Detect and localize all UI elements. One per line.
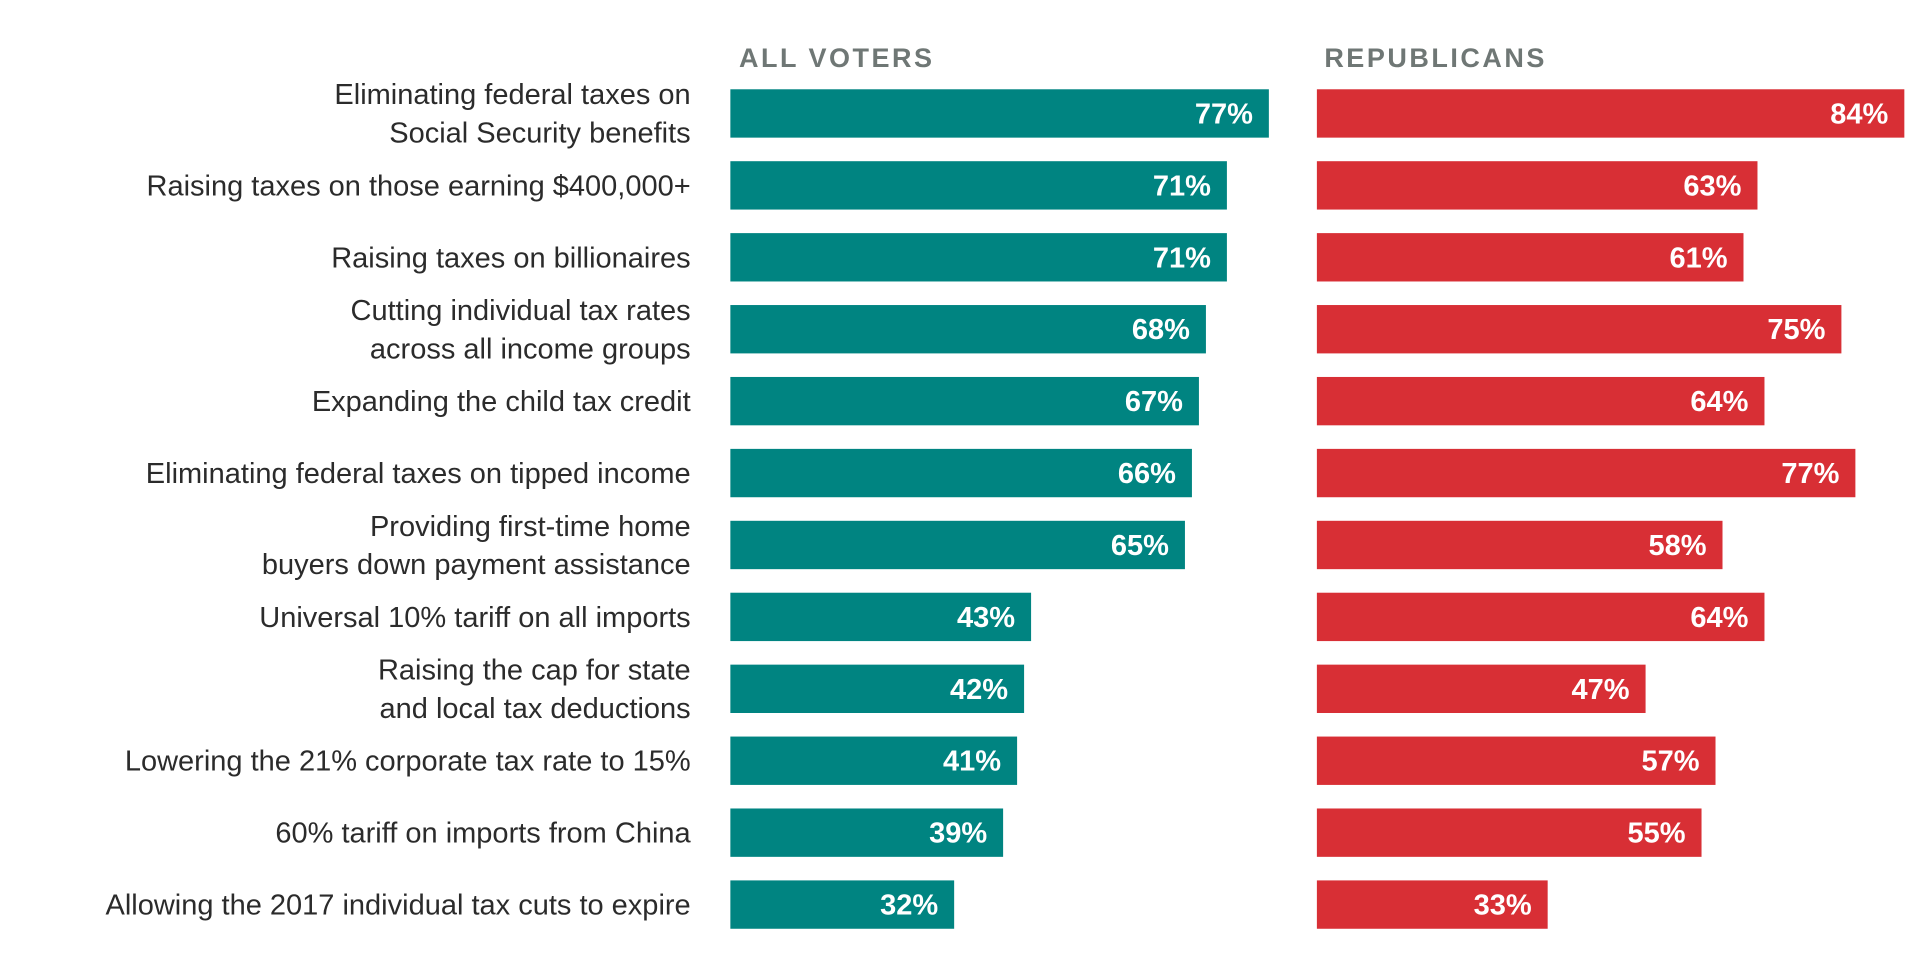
panel-republicans: REPUBLICANS 84% 63% 61% 75% 64% 77% 58% 64% 47% 57… — [1316, 43, 1905, 929]
category-label-line: Cutting individual tax rates — [351, 295, 691, 327]
category-label-line: Providing first-time home — [370, 511, 691, 543]
bar — [730, 736, 1018, 785]
category-labels: Eliminating federal taxes on Social Secur… — [105, 79, 691, 921]
data-label: 39% — [929, 818, 987, 850]
category-label: Raising taxes on billionaires — [331, 242, 690, 274]
category-label: Lowering the 21% corporate tax rate to 1… — [125, 746, 691, 778]
bar — [1316, 89, 1905, 138]
category-label: Eliminating federal taxes on Social Secur… — [334, 79, 690, 149]
data-label: 58% — [1648, 530, 1706, 562]
data-label: 67% — [1125, 386, 1183, 418]
category-label-line: Eliminating federal taxes on tipped inco… — [146, 458, 691, 490]
bar — [730, 808, 1004, 857]
data-label: 75% — [1767, 314, 1825, 346]
category-label-line: Allowing the 2017 individual tax cuts to… — [105, 890, 690, 922]
data-label: 41% — [943, 746, 1001, 778]
bar — [1316, 592, 1765, 642]
category-label-line: and local tax deductions — [380, 693, 691, 725]
bar — [730, 233, 1227, 282]
category-label-line: Social Security benefits — [389, 118, 690, 150]
category-label: Cutting individual tax rates across all i… — [351, 295, 691, 365]
data-label: 63% — [1683, 170, 1741, 202]
bar — [730, 161, 1227, 210]
data-label: 71% — [1153, 170, 1211, 202]
data-label: 42% — [950, 674, 1008, 706]
data-label: 84% — [1830, 98, 1888, 130]
category-label-line: Eliminating federal taxes on — [334, 79, 690, 111]
category-label-line: Universal 10% tariff on all imports — [259, 602, 690, 634]
bar — [1316, 736, 1716, 785]
bar — [730, 880, 955, 929]
category-label: Allowing the 2017 individual tax cuts to… — [105, 890, 690, 922]
panel-title: ALL VOTERS — [739, 43, 935, 73]
data-label: 77% — [1781, 458, 1839, 490]
data-label: 71% — [1153, 242, 1211, 274]
bar — [1316, 448, 1856, 498]
bar — [1316, 520, 1723, 570]
category-label-line: across all income groups — [370, 333, 691, 365]
bar — [730, 520, 1185, 570]
category-label: Eliminating federal taxes on tipped inco… — [146, 458, 691, 490]
bar — [730, 89, 1269, 138]
bar — [1316, 880, 1548, 929]
category-label-line: buyers down payment assistance — [262, 549, 691, 581]
bar — [1316, 808, 1702, 857]
bar — [730, 448, 1192, 498]
category-label-line: 60% tariff on imports from China — [275, 818, 691, 850]
category-label-line: Expanding the child tax credit — [312, 386, 691, 418]
category-label: Raising the cap for state and local tax d… — [378, 655, 691, 725]
data-label: 77% — [1195, 98, 1253, 130]
category-label-line: Raising taxes on billionaires — [331, 242, 690, 274]
category-label-line: Raising the cap for state — [378, 655, 691, 687]
bar — [1316, 161, 1758, 210]
data-label: 65% — [1111, 530, 1169, 562]
bar — [730, 592, 1032, 642]
data-label: 61% — [1669, 242, 1727, 274]
data-label: 66% — [1118, 458, 1176, 490]
data-label: 47% — [1572, 674, 1630, 706]
data-label: 32% — [880, 890, 938, 922]
bar — [1316, 664, 1646, 713]
category-label-line: Raising taxes on those earning $400,000+ — [147, 170, 691, 202]
bar — [1316, 376, 1765, 426]
data-label: 43% — [957, 602, 1015, 634]
data-label: 33% — [1474, 890, 1532, 922]
bar — [730, 305, 1206, 354]
data-label: 64% — [1690, 602, 1748, 634]
category-label: Raising taxes on those earning $400,000+ — [147, 170, 691, 202]
data-label: 57% — [1641, 746, 1699, 778]
bar — [1316, 233, 1744, 282]
category-label: Universal 10% tariff on all imports — [259, 602, 690, 634]
bar — [1316, 305, 1842, 354]
bar — [730, 664, 1025, 713]
panel-title: REPUBLICANS — [1324, 43, 1547, 73]
category-label-line: Lowering the 21% corporate tax rate to 1… — [125, 746, 691, 778]
panels: ALL VOTERS 77% 71% 71% 68% 67% 66% 65% 43% 42% 41%… — [730, 43, 1905, 929]
category-label: Providing first-time home buyers down pay… — [262, 511, 691, 581]
panel-all-voters: ALL VOTERS 77% 71% 71% 68% 67% 66% 65% 43% 42% 41%… — [730, 43, 1269, 929]
data-label: 64% — [1690, 386, 1748, 418]
bar — [730, 376, 1199, 426]
category-label: Expanding the child tax credit — [312, 386, 691, 418]
data-label: 55% — [1627, 818, 1685, 850]
category-label: 60% tariff on imports from China — [275, 818, 691, 850]
data-label: 68% — [1132, 314, 1190, 346]
